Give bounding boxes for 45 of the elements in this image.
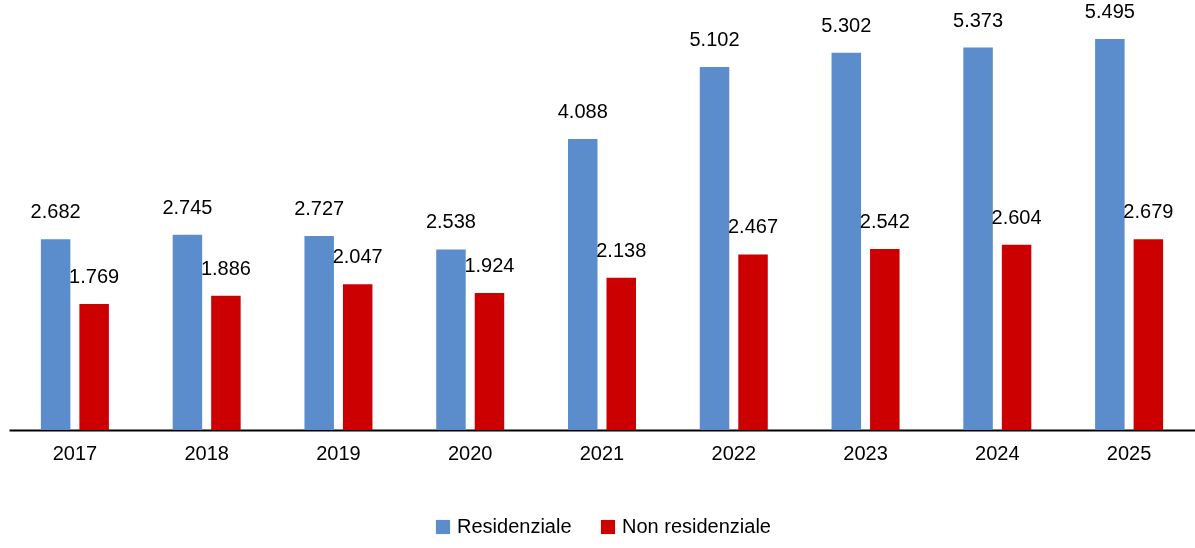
bar (963, 47, 993, 430)
data-label: 2.679 (1123, 200, 1174, 223)
bar (1001, 244, 1032, 430)
bar (474, 293, 505, 430)
bar (568, 139, 598, 430)
bar (606, 277, 636, 430)
data-label: 5.373 (953, 8, 1004, 31)
x-tick-label: 2021 (579, 441, 625, 464)
data-label: 2.467 (728, 215, 779, 238)
bar (831, 52, 862, 430)
legend-label: Non residenziale (622, 515, 771, 537)
bar (1133, 239, 1164, 430)
bar (79, 304, 109, 430)
x-tick-label: 2023 (843, 441, 888, 464)
data-label: 5.302 (821, 13, 872, 36)
x-tick-label: 2025 (1106, 441, 1152, 464)
x-tick-label: 2024 (975, 441, 1020, 464)
data-label: 2.604 (991, 205, 1042, 228)
data-label: 4.088 (557, 100, 608, 123)
bar (870, 249, 900, 430)
data-label: 2.745 (162, 195, 213, 218)
data-label: 2.727 (294, 196, 345, 219)
bar (40, 239, 71, 430)
bar (1095, 38, 1125, 430)
bar (211, 295, 241, 430)
x-tick-label: 2018 (184, 441, 229, 464)
bar (436, 249, 466, 430)
bar (699, 66, 730, 430)
data-label: 1.924 (464, 254, 515, 277)
data-label: 5.495 (1084, 0, 1135, 22)
x-tick-label: 2022 (711, 441, 757, 464)
bar (304, 235, 334, 430)
data-label: 1.769 (69, 265, 120, 288)
bar (172, 234, 203, 430)
bar (342, 284, 373, 430)
x-tick-label: 2017 (52, 441, 98, 464)
data-label: 2.538 (425, 210, 476, 233)
data-label: 1.886 (200, 256, 251, 279)
data-label: 2.682 (30, 200, 81, 223)
x-tick-label: 2019 (316, 441, 361, 464)
legend-label: Residenziale (457, 515, 572, 537)
x-tick-label: 2020 (447, 441, 493, 464)
data-label: 2.138 (596, 238, 647, 261)
bar (738, 254, 768, 430)
data-label: 5.102 (689, 27, 740, 50)
